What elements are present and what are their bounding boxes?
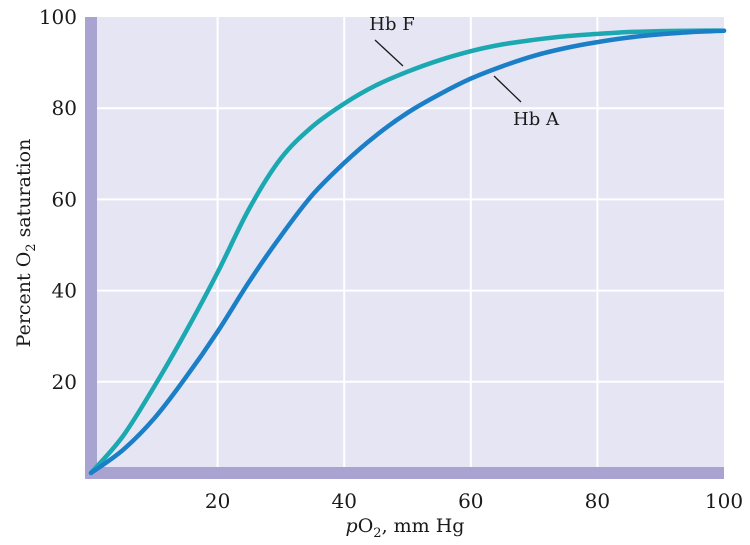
gridlines bbox=[91, 17, 724, 473]
y-tick-label-40: 40 bbox=[52, 279, 77, 303]
curve-labels: Hb F Hb A bbox=[369, 14, 560, 130]
series-line-hb-a bbox=[88, 28, 727, 476]
axis-bands bbox=[85, 17, 724, 479]
x-tick-label-60: 60 bbox=[458, 489, 483, 513]
leader-hb-f bbox=[374, 39, 404, 67]
plot-background bbox=[91, 17, 724, 473]
y-tick-label-60: 60 bbox=[52, 187, 77, 211]
tick-labels: 20 40 60 80 100 20 40 60 80 100 bbox=[39, 5, 743, 513]
x-tick-label-20: 20 bbox=[205, 489, 230, 513]
series-layer bbox=[88, 28, 727, 476]
y-tick-label-80: 80 bbox=[52, 96, 77, 120]
y-axis-band bbox=[85, 17, 97, 479]
plot-area bbox=[91, 17, 724, 473]
x-axis-label: pO2, mm Hg bbox=[346, 515, 465, 541]
x-tick-label-80: 80 bbox=[585, 489, 610, 513]
y-tick-label-20: 20 bbox=[52, 370, 77, 394]
leader-hb-a bbox=[493, 75, 522, 103]
y-axis-label: Percent O2 saturation bbox=[13, 139, 39, 348]
label-hb-a: Hb A bbox=[513, 109, 560, 130]
label-hb-f: Hb F bbox=[369, 14, 414, 35]
x-axis-band bbox=[85, 467, 724, 479]
x-tick-label-40: 40 bbox=[331, 489, 356, 513]
y-tick-label-100: 100 bbox=[39, 5, 77, 29]
series-line-hb-f bbox=[88, 28, 727, 476]
x-tick-label-100: 100 bbox=[705, 489, 743, 513]
